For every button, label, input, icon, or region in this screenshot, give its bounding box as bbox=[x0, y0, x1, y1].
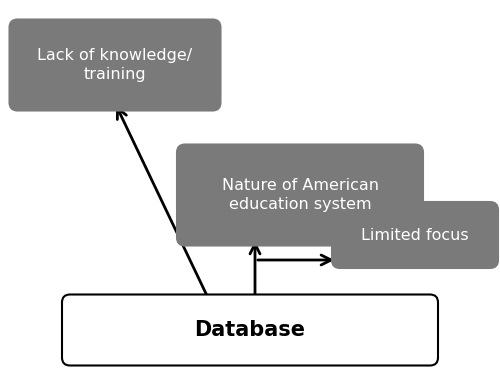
FancyBboxPatch shape bbox=[10, 20, 220, 111]
Text: Limited focus: Limited focus bbox=[361, 228, 469, 242]
FancyBboxPatch shape bbox=[62, 295, 438, 366]
FancyBboxPatch shape bbox=[177, 145, 423, 246]
Text: Database: Database bbox=[194, 320, 306, 340]
Text: Lack of knowledge/
training: Lack of knowledge/ training bbox=[38, 48, 192, 83]
FancyBboxPatch shape bbox=[332, 202, 498, 268]
Text: Nature of American
education system: Nature of American education system bbox=[222, 178, 378, 212]
